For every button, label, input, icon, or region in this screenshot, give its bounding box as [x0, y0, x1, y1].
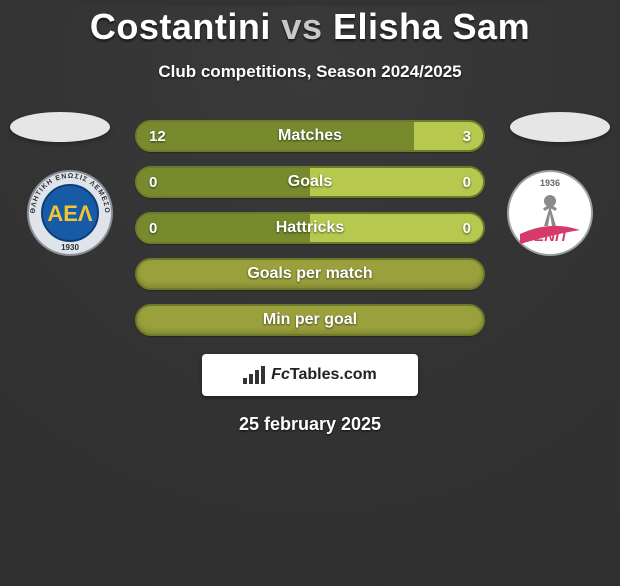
svg-text:1936: 1936 [540, 178, 560, 188]
chart-icon [243, 366, 265, 384]
svg-text:AEΛ: AEΛ [47, 201, 93, 226]
stat-bar: Min per goal [135, 304, 485, 336]
stat-bar: Matches12 3 [135, 120, 485, 152]
player2-avatar [510, 112, 610, 142]
subtitle: Club competitions, Season 2024/2025 [0, 62, 620, 82]
stat-bar: Goals per match [135, 258, 485, 290]
vs-separator: vs [281, 6, 322, 47]
player2-name: Elisha Sam [333, 6, 530, 47]
club-badge-right: 1936 ENΠ [500, 168, 600, 258]
stat-value-right: 0 [451, 214, 483, 242]
attribution[interactable]: FcTables.com [202, 354, 418, 396]
stat-label: Hattricks [137, 214, 483, 242]
stat-bar: Hattricks0 0 [135, 212, 485, 244]
stat-bar: Goals0 0 [135, 166, 485, 198]
stat-value-left: 12 [137, 122, 178, 150]
stat-value-left: 0 [137, 168, 169, 196]
svg-text:1930: 1930 [61, 243, 79, 252]
stat-bars: Matches123Goals00Hattricks00Goals per ma… [135, 120, 485, 336]
stat-label: Goals [137, 168, 483, 196]
stat-value-left: 0 [137, 214, 169, 242]
brand-text: FcTables.com [271, 366, 377, 384]
date: 25 february 2025 [0, 414, 620, 435]
stat-label: Matches [137, 122, 483, 150]
stat-value-right: 3 [451, 122, 483, 150]
page-title: Costantini vs Elisha Sam [0, 6, 620, 48]
stat-value-right: 0 [451, 168, 483, 196]
stat-label: Min per goal [137, 306, 483, 334]
club-badge-left: ΑΘΛΗΤΙΚΗ ΕΝΩΣΙΣ ΛΕΜΕΣΟΥ 1930 AEΛ [20, 168, 120, 258]
svg-text:ENΠ: ENΠ [534, 228, 567, 245]
player1-name: Costantini [90, 6, 271, 47]
stat-label: Goals per match [137, 260, 483, 288]
player1-avatar [10, 112, 110, 142]
